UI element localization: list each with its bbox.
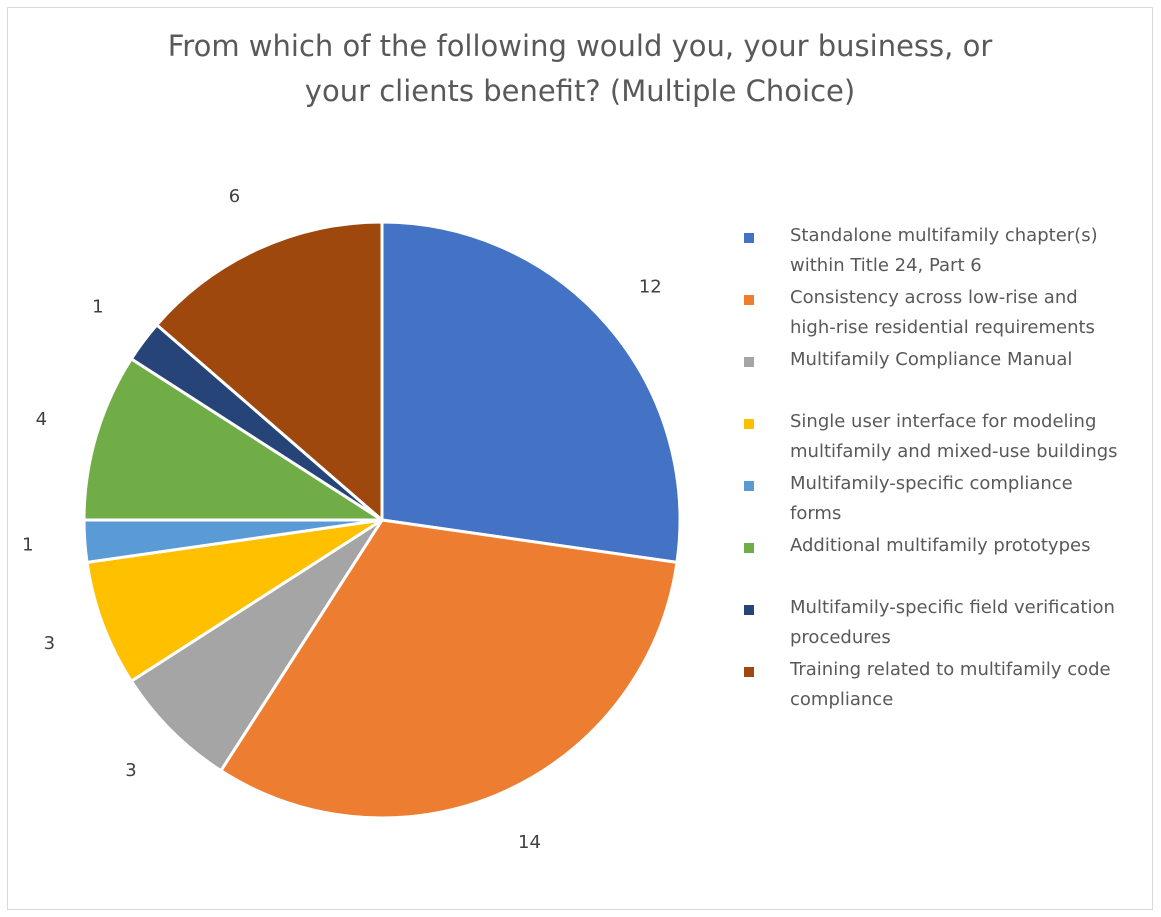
legend-label-2: Consistency across low-rise and high-rise…	[790, 283, 1160, 343]
legend-label-7: Multifamily-specific field verification p…	[790, 593, 1160, 653]
chart-title-line-2: your clients benefit? (Multiple Choice)	[304, 74, 856, 108]
legend-label-1-line-2: within Title 24, Part 6	[790, 255, 982, 276]
legend-label-8: Training related to multifamily code comp…	[790, 655, 1160, 715]
pie-slice-4	[85, 518, 384, 683]
legend-label-5-line-1: Multifamily-specific compliance	[790, 473, 1073, 494]
pie-slice-8	[155, 220, 384, 522]
legend-swatch-7	[744, 605, 754, 615]
data-label-8: 6	[229, 186, 240, 207]
legend-label-4-line-1: Single user interface for modeling	[790, 411, 1097, 432]
legend-swatch-3	[744, 357, 754, 367]
data-label-5: 1	[22, 534, 33, 555]
data-label-7: 1	[92, 296, 103, 317]
chart-title-line-1: From which of the following would you, y…	[167, 29, 993, 63]
legend-swatch-6	[744, 543, 754, 553]
data-label-1: 12	[639, 277, 662, 298]
legend-swatch-5	[744, 481, 754, 491]
legend-label-7-line-1: Multifamily-specific field verification	[790, 597, 1115, 618]
legend-swatch-2	[744, 295, 754, 305]
legend-label-1-line-1: Standalone multifamily chapter(s)	[790, 225, 1098, 246]
pie-slice-6	[82, 357, 384, 522]
legend-label-6-line-1: Additional multifamily prototypes	[790, 535, 1091, 556]
data-label-4: 3	[44, 633, 55, 654]
legend-label-1: Standalone multifamily chapter(s) within …	[790, 221, 1160, 281]
legend-label-3-line-1: Multifamily Compliance Manual	[790, 349, 1073, 370]
legend-label-4: Single user interface for modeling multif…	[790, 407, 1160, 467]
legend-label-8-line-2: compliance	[790, 689, 894, 710]
pie-slice-3	[129, 518, 384, 773]
legend-swatch-1	[744, 233, 754, 243]
legend-swatch-8	[744, 667, 754, 677]
legend-swatch-4	[744, 419, 754, 429]
data-label-2: 14	[518, 832, 541, 853]
chart-title: From which of the following would you, y…	[80, 24, 1080, 114]
data-label-3: 3	[125, 760, 136, 781]
pie-slice-1	[380, 220, 682, 564]
legend-label-6: Additional multifamily prototypes	[790, 531, 1160, 561]
legend-label-2-line-1: Consistency across low-rise and	[790, 287, 1078, 308]
legend-label-7-line-2: procedures	[790, 627, 891, 648]
legend-label-4-line-2: multifamily and mixed-use buildings	[790, 441, 1118, 462]
legend-label-2-line-2: high-rise residential requirements	[790, 317, 1095, 338]
legend-label-3: Multifamily Compliance Manual	[790, 345, 1160, 375]
legend-label-5-line-2: forms	[790, 503, 842, 524]
legend-label-5: Multifamily-specific compliance forms	[790, 469, 1160, 529]
data-label-6: 4	[36, 409, 47, 430]
legend-label-8-line-1: Training related to multifamily code	[790, 659, 1111, 680]
